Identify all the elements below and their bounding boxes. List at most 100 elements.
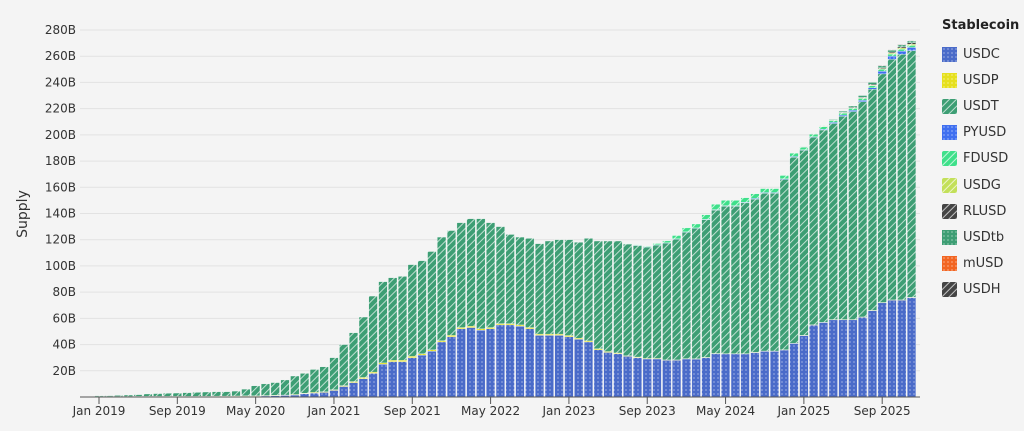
bar-segment-usdtb	[838, 111, 848, 113]
bar-stack	[212, 391, 221, 398]
bar-segment-usdt	[202, 391, 212, 397]
bar-segment-usdt	[662, 242, 672, 361]
bar-segment-fdusd	[760, 188, 770, 193]
bar-segment-usdc	[466, 327, 476, 398]
bar-segment-usdp	[564, 335, 574, 337]
legend-item-usdt[interactable]: USDT	[942, 93, 1019, 119]
bar-segment-usdp	[535, 333, 545, 336]
bar-stack	[613, 240, 623, 398]
bar-segment-usdc	[309, 392, 319, 398]
bar-segment-usdt	[407, 264, 417, 357]
bar-stack	[398, 276, 407, 398]
bar-segment-usdt	[711, 209, 721, 354]
bar-stack	[554, 239, 564, 398]
bar-segment-usdc	[828, 319, 838, 398]
bar-segment-usdp	[437, 340, 447, 343]
y-tick-label: 80B	[52, 285, 76, 299]
x-tick-label: Sep 2025	[854, 404, 911, 418]
bar-segment-pyusd	[907, 47, 917, 51]
bar-stack	[750, 193, 760, 398]
bar-segment-usdt	[427, 251, 437, 350]
bar-segment-usdt	[515, 236, 525, 326]
bar-stack	[505, 234, 515, 398]
legend-item-usdh[interactable]: USDH	[942, 277, 1019, 303]
bar-segment-usdc	[593, 349, 603, 398]
bar-stack	[231, 390, 241, 398]
bar-stack	[819, 125, 828, 398]
legend-label: RLUSD	[963, 203, 1007, 219]
legend-swatch	[942, 177, 957, 193]
bar-segment-fdusd	[877, 69, 887, 72]
bar-stack	[740, 197, 750, 398]
bar-segment-usdt	[290, 375, 300, 395]
legend-title: Stablecoin	[942, 18, 1020, 33]
bar-segment-usdtb	[848, 105, 858, 108]
bar-stack	[241, 388, 251, 398]
bar-stack	[858, 95, 868, 398]
bar-segment-usdc	[633, 357, 642, 398]
legend-item-fdusd[interactable]: FDUSD	[942, 146, 1019, 172]
y-tick-label: 20B	[52, 364, 76, 378]
legend-swatch	[942, 151, 957, 167]
legend-label: PYUSD	[963, 125, 1007, 141]
bar-segment-usdt	[691, 228, 701, 359]
legend-item-rlusd[interactable]: RLUSD	[942, 198, 1019, 224]
bar-segment-usdc	[662, 360, 672, 398]
bar-segment-usdc	[907, 297, 917, 398]
bar-segment-usdt	[505, 234, 515, 324]
bar-segment-usdt	[358, 316, 368, 378]
bar-segment-usdt	[172, 392, 182, 397]
bar-stack	[163, 393, 172, 398]
bar-segment-pyusd	[828, 122, 838, 124]
legend-item-usdtb[interactable]: USDtb	[942, 224, 1019, 250]
bar-segment-usdt	[446, 230, 456, 336]
legend-swatch	[942, 72, 957, 88]
legend-item-usdg[interactable]: USDG	[942, 172, 1019, 198]
bar-segment-usdc	[427, 350, 437, 398]
y-tick-label: 240B	[45, 75, 76, 89]
bar-stack	[652, 243, 662, 398]
bar-segment-usdc	[456, 328, 466, 398]
bar-segment-usdc	[544, 335, 554, 398]
bar-segment-usdc	[887, 299, 897, 398]
legend-item-usdc[interactable]: USDC	[942, 41, 1019, 67]
bar-segment-fdusd	[701, 214, 711, 220]
bar-segment-usdc	[848, 319, 858, 398]
bar-stack	[593, 240, 603, 398]
bar-segment-usdtb	[828, 118, 838, 120]
bar-stack	[300, 373, 310, 398]
y-axis-ticks: 20B 40B 60B 80B 100B 120B 140B 160B 180B 200B 220B…	[45, 23, 76, 378]
bar-segment-usdc	[358, 378, 368, 398]
bar-segment-usdp	[505, 323, 515, 326]
bar-segment-fdusd	[691, 223, 701, 229]
bar-segment-usdc	[525, 328, 535, 398]
bar-stack	[770, 188, 779, 398]
bar-stack	[603, 240, 613, 398]
bar-segment-usdt	[388, 277, 398, 361]
y-tick-label: 120B	[45, 233, 76, 247]
bar-stack	[358, 316, 368, 398]
bar-segment-usdt	[182, 392, 192, 397]
legend-item-usdp[interactable]: USDP	[942, 67, 1019, 93]
legend-item-pyusd[interactable]: PYUSD	[942, 120, 1019, 146]
y-tick-label: 200B	[45, 128, 76, 142]
bar-segment-usdc	[809, 324, 819, 398]
bar-stack	[730, 200, 740, 398]
bar-segment-usdc	[378, 364, 388, 398]
bar-segment-usdp	[407, 356, 417, 358]
bar-segment-usdt	[241, 388, 251, 396]
bar-segment-fdusd	[887, 53, 897, 57]
legend: Stablecoin USDC USDP USDT PYUSD FDUSD USDG RLU…	[942, 18, 1019, 303]
x-tick-label: Jan 2025	[776, 404, 830, 418]
bar-stack	[535, 243, 545, 398]
bar-stack	[662, 240, 672, 398]
bar-segment-usdc	[505, 324, 515, 398]
bar-segment-usdg	[897, 47, 907, 50]
bar-segment-usdc	[554, 335, 564, 398]
bar-segment-fdusd	[789, 153, 799, 157]
bar-segment-usdt	[633, 245, 642, 358]
bar-segment-usdc	[368, 373, 378, 398]
bar-segment-usdc	[446, 336, 456, 398]
legend-item-musd[interactable]: mUSD	[942, 251, 1019, 277]
bar-stack	[887, 49, 897, 398]
